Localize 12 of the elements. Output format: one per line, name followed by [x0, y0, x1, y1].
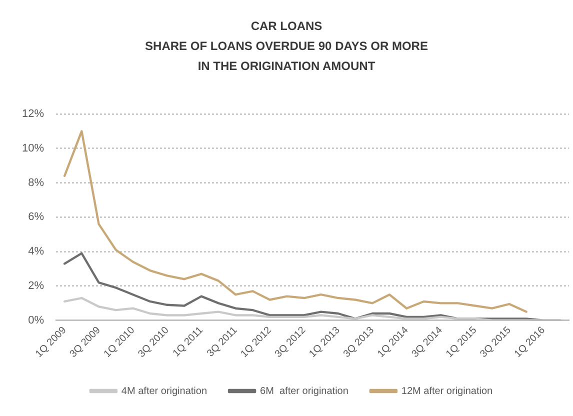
y-tick-label: 4% [28, 246, 44, 258]
chart-title: CAR LOANS [250, 18, 324, 35]
y-tick-label: 10% [22, 142, 44, 154]
y-tick-label: 12% [22, 108, 44, 120]
legend-label: 4M after origination [121, 386, 208, 397]
y-tick-label: 2% [28, 280, 44, 292]
legend-label: 6M after origination [260, 386, 348, 397]
legend-label: 12M after origination [401, 386, 493, 397]
chart-subtitle: SHARE OF LOANS OVERDUE 90 DAYS OR MORE IN THE ORIGINATION AMOUNT [144, 38, 429, 75]
y-tick-label: 0% [28, 314, 44, 326]
y-tick-label: 8% [28, 176, 44, 189]
y-tick-label: 6% [28, 211, 44, 224]
